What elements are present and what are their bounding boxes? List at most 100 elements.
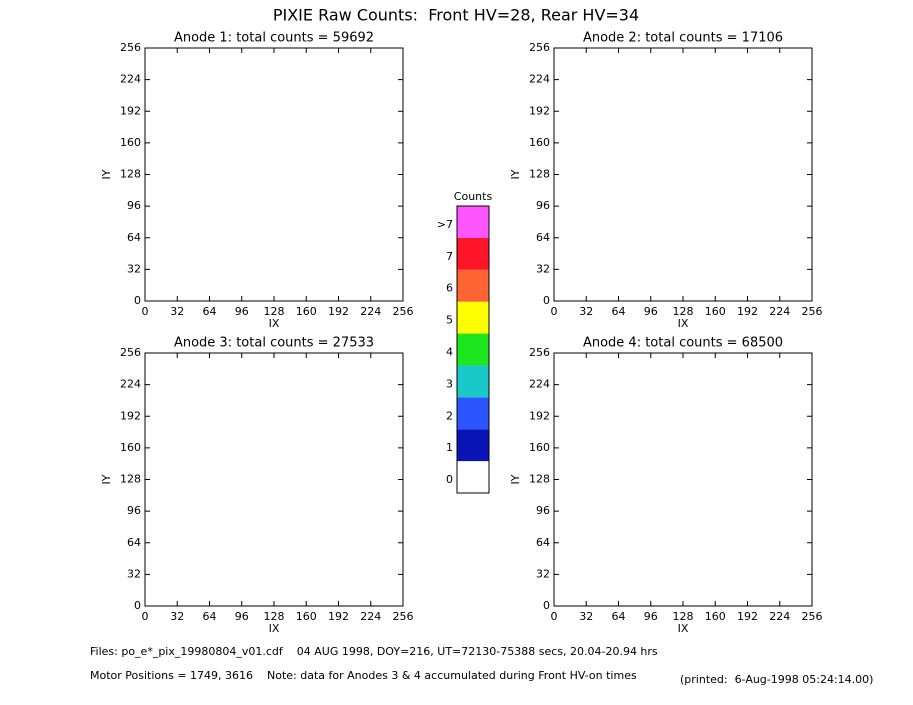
y-tick-label: 96	[127, 199, 141, 212]
x-tick-label: 128	[264, 610, 285, 623]
colorbar-title: Counts	[454, 190, 493, 203]
y-tick-label: 0	[543, 294, 550, 307]
y-tick-label: 96	[127, 504, 141, 517]
y-tick-label: 128	[120, 473, 141, 486]
y-tick-label: 192	[120, 409, 141, 422]
y-tick-label: 192	[529, 104, 550, 117]
y-tick-label: 128	[529, 473, 550, 486]
y-tick-label: 0	[543, 599, 550, 612]
x-axis-label: IX	[678, 622, 689, 635]
colorbar-label: 7	[446, 250, 453, 263]
x-tick-label: 192	[737, 305, 758, 318]
y-tick-label: 64	[536, 536, 550, 549]
y-axis-label: IY	[509, 169, 522, 179]
x-tick-label: 160	[705, 610, 726, 623]
x-tick-label: 32	[170, 610, 184, 623]
colorbar-label: 5	[446, 314, 453, 327]
x-tick-label: 160	[296, 610, 317, 623]
y-tick-label: 32	[536, 567, 550, 580]
panel-title: Anode 3: total counts = 27533	[174, 336, 374, 351]
panel-title: Anode 4: total counts = 68500	[583, 336, 783, 351]
y-tick-label: 192	[120, 104, 141, 117]
y-tick-label: 224	[529, 378, 550, 391]
panel-title: Anode 1: total counts = 59692	[174, 31, 374, 46]
x-tick-label: 128	[264, 305, 285, 318]
x-tick-label: 160	[296, 305, 317, 318]
y-tick-label: 224	[529, 73, 550, 86]
x-tick-label: 96	[644, 610, 658, 623]
footer-motor: Motor Positions = 1749, 3616 Note: data …	[90, 669, 637, 682]
y-axis-label: IY	[100, 474, 113, 484]
colorbar-label: 0	[446, 473, 453, 486]
y-tick-label: 160	[120, 136, 141, 149]
y-tick-label: 128	[529, 168, 550, 181]
x-tick-label: 192	[737, 610, 758, 623]
x-tick-label: 96	[235, 610, 249, 623]
colorbar-cell	[457, 301, 489, 334]
x-tick-label: 32	[579, 610, 593, 623]
y-tick-label: 256	[529, 41, 550, 54]
x-tick-label: 224	[360, 305, 381, 318]
x-tick-label: 128	[673, 610, 694, 623]
x-tick-label: 160	[705, 305, 726, 318]
y-tick-label: 32	[127, 262, 141, 275]
x-tick-label: 192	[328, 305, 349, 318]
x-tick-label: 256	[393, 305, 414, 318]
x-tick-label: 256	[393, 610, 414, 623]
y-tick-label: 160	[529, 136, 550, 149]
colorbar-cell	[457, 237, 489, 270]
y-tick-label: 256	[529, 346, 550, 359]
footer-printed: (printed: 6-Aug-1998 05:24:14.00)	[680, 673, 873, 686]
y-tick-label: 160	[529, 441, 550, 454]
x-tick-label: 128	[673, 305, 694, 318]
x-tick-label: 224	[360, 610, 381, 623]
page-title: PIXIE Raw Counts: Front HV=28, Rear HV=3…	[273, 6, 639, 25]
x-tick-label: 192	[328, 610, 349, 623]
y-tick-label: 64	[127, 231, 141, 244]
plot-area	[144, 352, 404, 607]
colorbar-cell	[457, 206, 489, 238]
x-tick-label: 256	[802, 305, 823, 318]
colorbar-label: 6	[446, 282, 453, 295]
colorbar-cell	[457, 269, 489, 302]
plot-area	[553, 47, 813, 302]
y-tick-label: 224	[120, 378, 141, 391]
colorbar-cell	[457, 333, 489, 366]
colorbar-label: >7	[437, 218, 453, 231]
colorbar-label: 2	[446, 409, 453, 422]
y-axis-label: IY	[509, 474, 522, 484]
x-tick-label: 64	[612, 305, 626, 318]
colorbar-cell	[457, 461, 489, 493]
colorbar-cell	[457, 429, 489, 462]
x-axis-label: IX	[678, 317, 689, 330]
y-axis-label: IY	[100, 169, 113, 179]
x-tick-label: 32	[170, 305, 184, 318]
x-tick-label: 0	[142, 610, 149, 623]
panel-title: Anode 2: total counts = 17106	[583, 31, 783, 46]
x-axis-label: IX	[269, 317, 280, 330]
y-tick-label: 256	[120, 41, 141, 54]
plot-area	[553, 352, 813, 607]
y-tick-label: 96	[536, 504, 550, 517]
x-tick-label: 64	[203, 610, 217, 623]
x-tick-label: 32	[579, 305, 593, 318]
y-tick-label: 192	[529, 409, 550, 422]
x-tick-label: 96	[235, 305, 249, 318]
y-tick-label: 160	[120, 441, 141, 454]
colorbar-cell	[457, 397, 489, 430]
x-tick-label: 0	[551, 305, 558, 318]
y-tick-label: 96	[536, 199, 550, 212]
y-tick-label: 128	[120, 168, 141, 181]
colorbar-label: 3	[446, 377, 453, 390]
y-tick-label: 64	[536, 231, 550, 244]
y-tick-label: 0	[134, 599, 141, 612]
footer-files: Files: po_e*_pix_19980804_v01.cdf 04 AUG…	[90, 645, 658, 658]
y-tick-label: 32	[536, 262, 550, 275]
y-tick-label: 64	[127, 536, 141, 549]
x-tick-label: 224	[769, 610, 790, 623]
y-tick-label: 0	[134, 294, 141, 307]
colorbar-label: 1	[446, 441, 453, 454]
x-tick-label: 96	[644, 305, 658, 318]
